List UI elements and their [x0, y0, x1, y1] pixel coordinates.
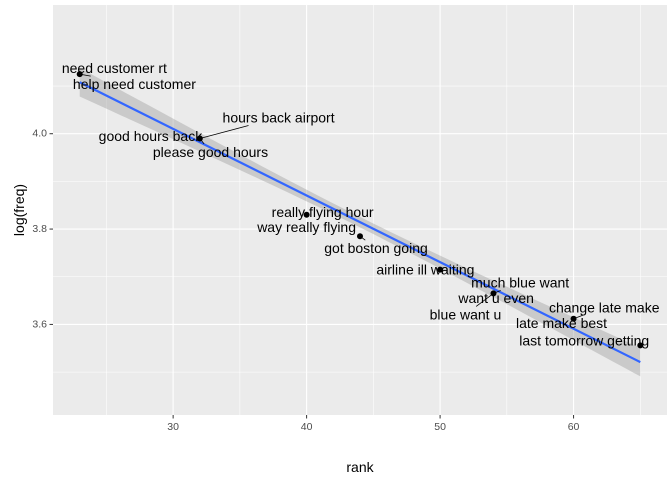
point-label: really flying hour [272, 204, 374, 220]
grid-minor-lines [53, 5, 667, 415]
plot-panel [53, 5, 667, 415]
data-point [357, 233, 363, 240]
point-label: change late make [549, 299, 660, 315]
data-point [196, 135, 203, 142]
point-label: good hours back [99, 128, 204, 144]
label-leader-line [475, 293, 494, 307]
point-label: need customer rt [62, 60, 167, 76]
data-point [490, 290, 497, 297]
point-label: late make best [516, 315, 607, 331]
x-tick-label: 40 [301, 421, 313, 433]
data-point [437, 266, 444, 273]
y-tick-label: 4.0 [32, 128, 47, 140]
x-tick-label: 50 [434, 421, 446, 433]
point-label: way really flying [256, 219, 356, 235]
x-tick-label: 60 [568, 421, 580, 433]
point-label: last tomorrow getting [519, 333, 649, 349]
grid-major-lines [53, 5, 667, 415]
x-axis: 30 40 50 60 [167, 415, 580, 433]
label-leader-line [199, 125, 249, 139]
data-point [637, 342, 644, 349]
point-label: hours back airport [223, 110, 335, 126]
data-point [570, 315, 577, 322]
point-label: got boston going [324, 240, 428, 256]
y-tick-label: 3.8 [32, 223, 47, 235]
point-label: help need customer [73, 76, 196, 92]
regression-line [79, 81, 641, 364]
fit-line-layer [79, 81, 641, 364]
point-label: airline ill waiting [376, 262, 474, 278]
x-tick-label: 30 [167, 421, 179, 433]
data-point [303, 211, 310, 218]
point-label: want u even [457, 290, 534, 306]
data-points [76, 71, 644, 349]
point-label: please good hours [153, 144, 268, 160]
x-axis-title: rank [346, 459, 374, 475]
point-label: much blue want [471, 274, 569, 290]
y-axis: 3.6 3.8 4.0 [32, 128, 53, 330]
point-label: blue want u [430, 306, 502, 322]
data-point [76, 71, 83, 78]
y-tick-label: 3.6 [32, 318, 47, 330]
y-axis-title: log(freq) [11, 184, 27, 236]
